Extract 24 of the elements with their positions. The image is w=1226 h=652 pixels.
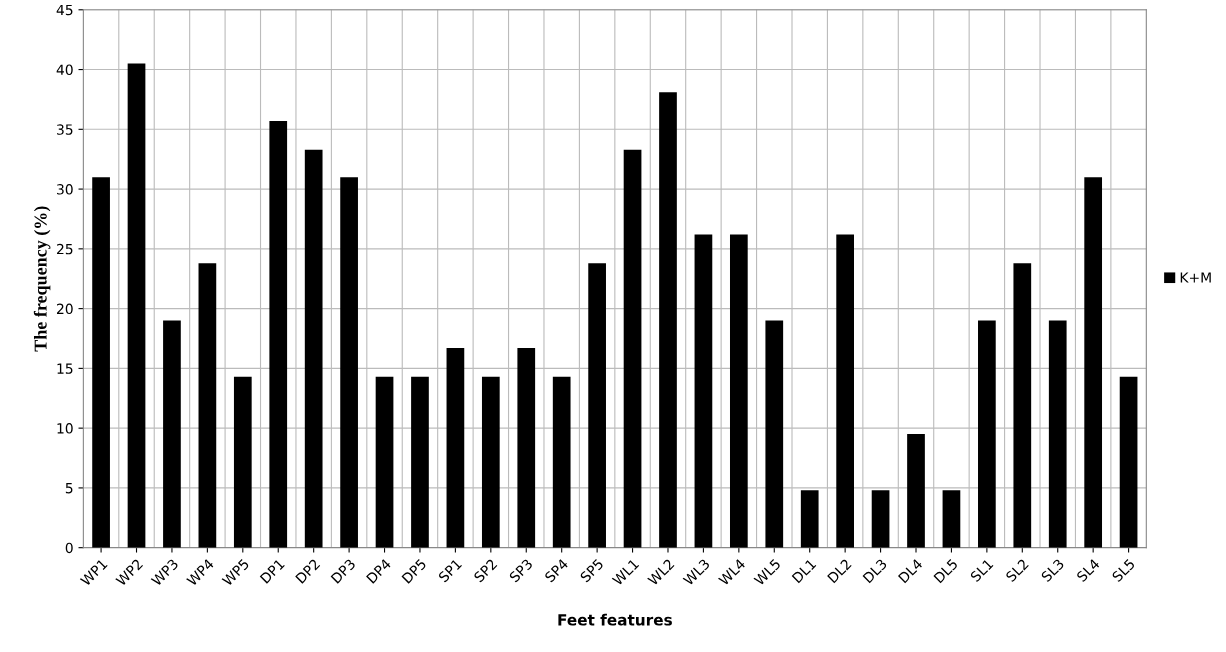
x-tick-label: SL3 bbox=[1040, 558, 1065, 583]
x-tick-label: SL2 bbox=[1005, 558, 1029, 583]
y-tick-label: 10 bbox=[57, 423, 73, 434]
y-tick-label: 25 bbox=[56, 243, 73, 255]
x-tick-label: DL1 bbox=[791, 558, 817, 584]
x-tick-label: SP3 bbox=[508, 558, 534, 583]
y-tick-label: 20 bbox=[56, 303, 73, 315]
x-tick-label: SP5 bbox=[579, 558, 604, 583]
x-tick-label: SP1 bbox=[437, 558, 463, 583]
x-tick-label: SL1 bbox=[969, 558, 994, 583]
y-tick-label: 30 bbox=[57, 184, 73, 195]
y-tick-label: 40 bbox=[56, 64, 73, 76]
y-tick-label: 15 bbox=[57, 363, 73, 374]
y-tick-label: 35 bbox=[57, 124, 73, 135]
x-tick-label: SL5 bbox=[1111, 558, 1136, 583]
x-tick-label: SL4 bbox=[1076, 558, 1101, 583]
y-tick-label: 45 bbox=[56, 4, 73, 16]
x-axis-title: Feet features bbox=[558, 613, 672, 626]
legend-label: K+M bbox=[1180, 272, 1211, 283]
x-tick-label: SP2 bbox=[473, 558, 498, 583]
y-tick-label: 0 bbox=[65, 542, 73, 554]
y-axis-title: The frequency (%) bbox=[33, 206, 51, 352]
y-tick-label: 5 bbox=[65, 483, 73, 494]
x-tick-label: SP4 bbox=[544, 558, 569, 583]
